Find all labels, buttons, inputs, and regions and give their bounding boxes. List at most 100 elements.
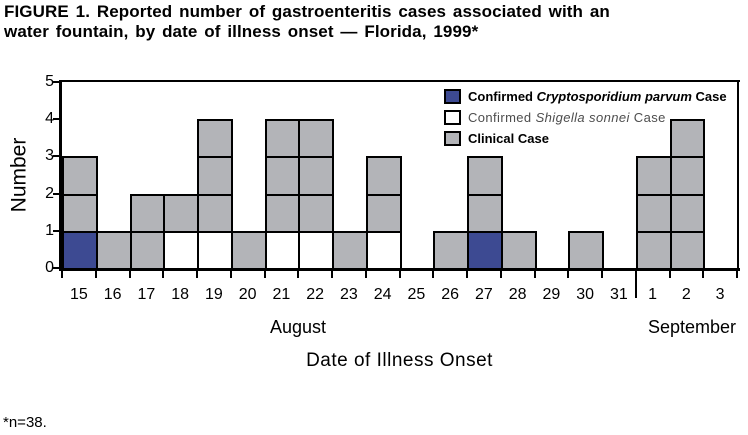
shigella-case-swatch <box>444 109 461 125</box>
plot-frame-top <box>59 80 740 82</box>
x-tick-label: 31 <box>609 286 628 303</box>
x-tick-label: 1 <box>648 286 658 303</box>
x-tick-label: 27 <box>474 286 493 303</box>
y-axis-tick <box>53 192 60 195</box>
legend-item-shigella: Confirmed Shigella sonnei Case <box>444 109 727 125</box>
y-tick-label: 1 <box>45 221 54 239</box>
case-cell-shigella <box>264 230 301 270</box>
case-cell-clinical <box>197 156 233 196</box>
x-axis-tick <box>567 271 570 278</box>
case-cell-clinical <box>197 193 233 233</box>
x-tick-label: 29 <box>542 286 561 303</box>
y-axis-tick <box>53 267 60 269</box>
x-tick-label: 19 <box>204 286 223 303</box>
x-axis-tick <box>94 271 97 278</box>
y-tick-label: 2 <box>45 184 54 202</box>
crypto-case-swatch <box>444 88 461 104</box>
case-cell-crypto <box>467 230 503 270</box>
legend-label-part: Case <box>629 109 666 125</box>
legend: Confirmed Cryptosporidium parvum Case Co… <box>444 88 727 151</box>
legend-label-species: Cryptosporidium parvum <box>536 88 692 104</box>
case-cell-crypto <box>62 230 98 270</box>
case-cell-clinical <box>635 230 672 270</box>
case-cell-clinical <box>669 119 706 159</box>
footnote: *n=38. <box>3 414 47 431</box>
legend-label-part: Clinical Case <box>468 130 549 146</box>
x-tick-label: 20 <box>238 286 257 303</box>
y-axis-tick <box>53 81 60 83</box>
x-axis-tick <box>533 271 536 278</box>
x-axis-tick <box>61 271 63 278</box>
x-tick-label: 23 <box>339 286 358 303</box>
x-axis-tick <box>466 271 468 278</box>
case-cell-clinical <box>365 156 402 196</box>
case-cell-shigella <box>197 230 233 270</box>
x-tick-label: 2 <box>681 286 691 303</box>
case-cell-clinical <box>467 156 503 196</box>
case-cell-clinical <box>298 193 334 233</box>
x-axis-tick <box>128 271 131 278</box>
case-cell-clinical <box>467 193 503 233</box>
y-tick-label: 0 <box>45 259 54 276</box>
month-separator-line <box>634 268 637 298</box>
case-cell-clinical <box>129 230 166 270</box>
x-tick-label: 17 <box>137 286 156 303</box>
case-cell-clinical <box>264 193 301 233</box>
x-tick-label: 21 <box>272 286 291 303</box>
y-tick-label: 4 <box>45 110 54 128</box>
x-tick-label: 26 <box>441 286 460 303</box>
x-axis-tick <box>601 271 603 278</box>
legend-label-part: Confirmed <box>468 109 536 125</box>
case-cell-clinical <box>163 193 199 233</box>
case-cell-clinical <box>669 230 706 270</box>
x-axis-tick <box>398 271 401 278</box>
case-cell-clinical <box>669 156 706 196</box>
figure-title: FIGURE 1. Reported number of gastroenter… <box>4 2 610 42</box>
case-cell-clinical <box>365 193 402 233</box>
case-cell-clinical <box>298 156 334 196</box>
case-cell-clinical <box>500 230 537 270</box>
case-cell-clinical <box>298 119 334 159</box>
x-axis-tick <box>297 271 300 278</box>
x-axis-tick <box>499 271 502 278</box>
plot-frame-right <box>737 80 739 270</box>
case-cell-clinical <box>264 119 301 159</box>
clinical-case-swatch <box>444 130 461 146</box>
x-axis-tick <box>162 271 165 278</box>
plot-area: 15 16 17 18 19 20 21 22 23 24 25 26 27 28 29 30 31 1 2 3 0 1 2… <box>45 73 740 337</box>
y-axis-tick <box>53 118 60 121</box>
legend-label-part: Case <box>691 88 727 104</box>
legend-label-clinical: Clinical Case <box>468 131 549 146</box>
case-cell-shigella <box>365 230 402 270</box>
x-axis-tick <box>432 271 435 278</box>
x-axis-tick <box>196 271 198 278</box>
x-axis-tick <box>668 271 671 278</box>
case-cell-clinical <box>95 230 132 270</box>
x-axis-tick <box>364 271 367 278</box>
case-cell-clinical <box>62 193 98 233</box>
case-cell-clinical <box>433 230 469 270</box>
x-tick-label: 16 <box>103 286 122 303</box>
x-tick-label: 25 <box>407 286 426 303</box>
case-cell-clinical <box>230 230 267 270</box>
legend-label-crypto: Confirmed Cryptosporidium parvum Case <box>468 89 727 104</box>
legend-label-part: Confirmed <box>468 88 537 104</box>
x-tick-label: 22 <box>306 286 325 303</box>
x-tick-label: 15 <box>69 286 88 303</box>
case-cell-shigella <box>298 230 334 270</box>
case-cell-clinical <box>197 119 233 159</box>
case-cell-shigella <box>163 230 199 270</box>
legend-label-species: Shigella sonnei <box>535 109 630 125</box>
month-label: September <box>647 317 737 337</box>
y-axis-line <box>59 80 62 271</box>
x-axis-tick <box>736 271 738 278</box>
x-axis-tick <box>702 271 705 278</box>
x-tick-label: 30 <box>576 286 595 303</box>
legend-label-shigella: Confirmed Shigella sonnei Case <box>468 110 666 125</box>
y-tick-label: 3 <box>45 147 54 165</box>
y-tick-label: 5 <box>45 73 54 90</box>
legend-item-crypto: Confirmed Cryptosporidium parvum Case <box>444 88 727 104</box>
case-cell-clinical <box>62 156 98 196</box>
figure-title-line-1: FIGURE 1. Reported number of gastroenter… <box>4 2 610 21</box>
